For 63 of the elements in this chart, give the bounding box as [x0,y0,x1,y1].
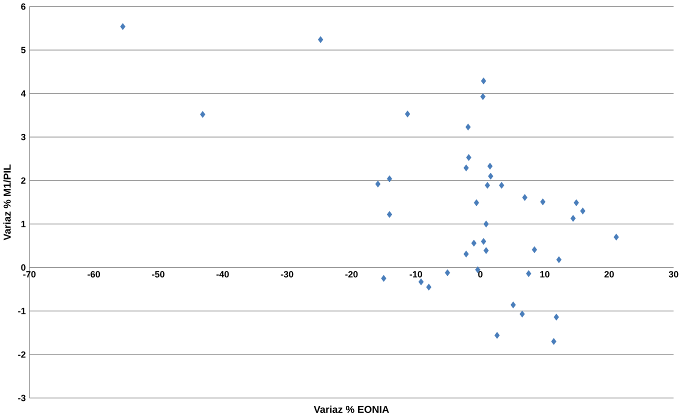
point [375,180,381,188]
x-axis-title: Variaz % EONIA [314,405,390,413]
point [464,164,469,172]
y-tick-label: 0 [21,264,26,271]
point [484,220,489,228]
x-tick-label: 20 [604,270,614,278]
y-tick-label: -1 [18,308,26,314]
y-tick-label: 6 [21,3,26,10]
point [614,233,619,240]
x-tick-label: -20 [345,270,358,278]
point [386,175,392,182]
point [498,182,504,189]
point [426,283,432,290]
point [418,278,424,286]
point [480,92,486,100]
point [480,77,486,84]
point [480,238,486,245]
point [532,246,538,253]
point [522,194,528,201]
point [381,274,386,282]
point [526,270,532,277]
point [487,162,493,170]
point [488,172,494,180]
x-tick-label: 0 [478,270,482,278]
point [551,338,556,345]
point [474,199,480,206]
x-tick-label: -10 [410,270,422,278]
point [484,182,490,189]
point [444,269,450,276]
y-tick-label: 1 [21,220,26,227]
point [120,22,126,30]
point [556,256,562,263]
point [580,207,586,214]
x-tick-label: -60 [88,270,100,278]
point [318,36,324,43]
x-tick-label: 10 [540,270,550,278]
point [554,314,559,320]
point [540,198,546,206]
point [465,123,471,130]
point [464,250,469,258]
y-tick-label: -3 [18,394,26,402]
x-tick-label: 30 [668,270,678,278]
point [494,332,500,339]
point [404,110,410,118]
y-tick-label: 2 [21,177,26,184]
x-tick-label: -40 [216,270,229,278]
point [520,310,525,318]
x-tick-label: -30 [280,270,294,278]
point [570,214,576,222]
y-axis-title: Variaz % M1/PIL [3,164,11,240]
x-tick-label: -70 [23,270,36,278]
y-tick-label: 3 [21,134,26,140]
y-tick-label: 4 [20,90,26,96]
point [200,110,206,118]
point [484,246,489,254]
point [471,240,477,246]
point [510,301,516,308]
y-tick-label: 5 [21,46,26,54]
y-tick-label: -2 [18,351,26,358]
point [466,154,472,161]
point [386,210,392,218]
point [574,199,579,206]
x-tick-label: -50 [152,270,164,278]
